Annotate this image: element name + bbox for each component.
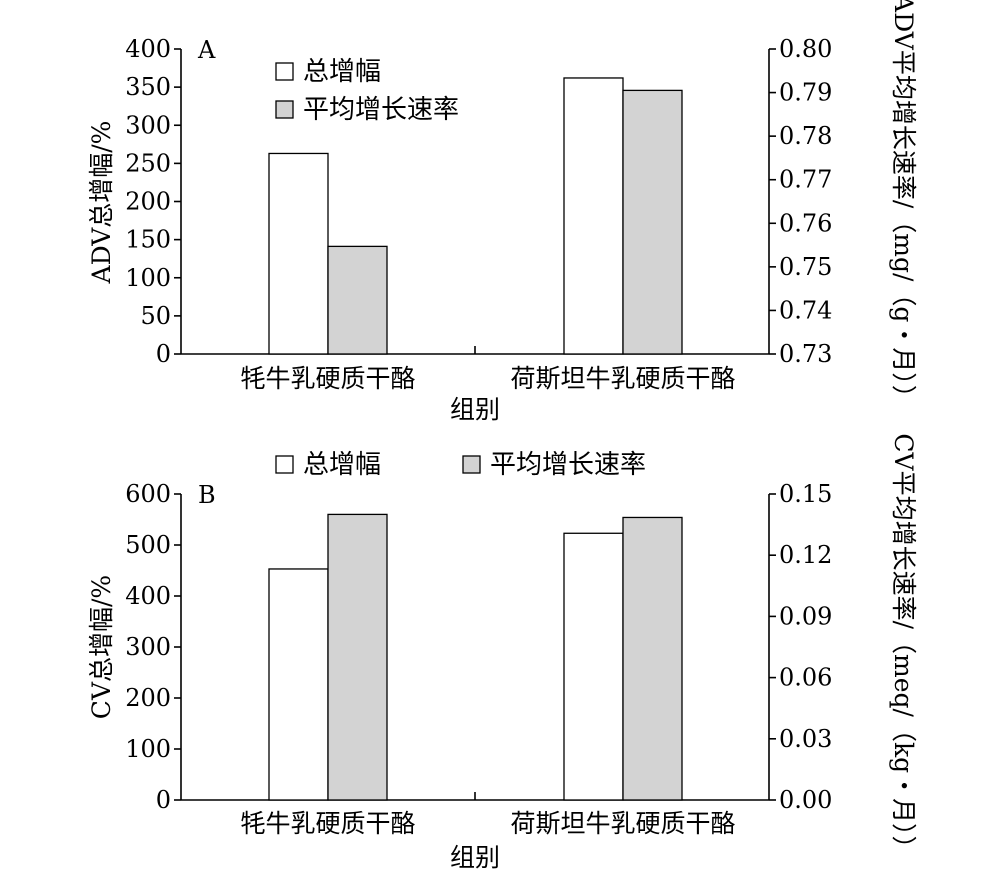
b-bar-s0-c0 (268, 568, 329, 801)
b-category-label-1: 荷斯坦牛乳硬质干酪 (510, 809, 735, 838)
a-bar-s0-c0 (268, 152, 329, 355)
a-legend-label-1: 平均增长速率 (303, 95, 459, 125)
a-left-tick-label-8: 400 (125, 35, 171, 63)
a-legend-label-0: 总增幅 (303, 57, 381, 87)
a-left-tick-label-0: 0 (156, 340, 171, 368)
b-right-tick-label-0: 0.00 (779, 786, 832, 814)
a-right-tick-label-2: 0.75 (779, 253, 832, 281)
b-legend-swatch-1 (462, 455, 481, 474)
b-x-axis-title: 组别 (450, 843, 500, 872)
b-category-label-0: 牦牛乳硬质干酪 (240, 809, 415, 838)
b-legend-swatch-0 (275, 455, 294, 474)
a-legend-swatch-1 (275, 100, 294, 119)
b-left-tick-label-3: 300 (125, 633, 171, 661)
b-left-ticks: 0 100 200 300 400 500 600 (125, 480, 181, 814)
a-bar-s0-c1 (563, 77, 624, 355)
b-y-axis-title: CV总增幅/% (87, 575, 116, 719)
b-bar-s0-c1 (563, 532, 624, 801)
b-right-tick-label-3: 0.09 (779, 602, 832, 630)
a-bar-s1-c1 (622, 89, 683, 355)
a-category-label-0: 牦牛乳硬质干酪 (240, 364, 415, 393)
a-bars (268, 77, 683, 355)
a-right-ticks: 0.73 0.74 0.75 0.76 0.77 0.78 0.79 0.80 (769, 35, 832, 368)
b-y2-axis-title: CV平均增长速率/（meq/（kg・月）） (889, 433, 918, 860)
a-category-label-1: 荷斯坦牛乳硬质干酪 (510, 364, 735, 393)
a-y2-axis-title: ADV平均增长速率/（mg/（g・月）） (889, 0, 918, 410)
b-panel-label: B (198, 481, 216, 509)
b-left-tick-label-4: 400 (125, 582, 171, 610)
a-left-tick-label-7: 350 (125, 73, 171, 101)
a-left-ticks: 0 50 100 150 200 250 300 350 400 (125, 35, 181, 368)
a-left-tick-label-6: 300 (125, 111, 171, 139)
a-left-tick-label-1: 50 (140, 302, 171, 330)
b-legend-label-0: 总增幅 (303, 450, 381, 480)
a-y-axis-title: ADV总增幅/% (87, 121, 116, 285)
b-right-tick-label-2: 0.06 (779, 664, 832, 692)
a-right-tick-label-7: 0.80 (779, 35, 832, 63)
b-left-tick-label-0: 0 (156, 786, 171, 814)
b-bar-s1-c1 (622, 516, 683, 801)
a-left-tick-label-2: 100 (125, 264, 171, 292)
a-right-tick-label-1: 0.74 (779, 296, 832, 324)
a-left-tick-label-4: 200 (125, 188, 171, 216)
b-right-tick-label-5: 0.15 (779, 480, 832, 508)
b-legend-label-1: 平均增长速率 (490, 450, 646, 480)
b-right-tick-label-1: 0.03 (779, 725, 832, 753)
a-bar-s1-c0 (327, 245, 388, 355)
a-right-tick-label-5: 0.78 (779, 122, 832, 150)
b-bar-s1-c0 (327, 513, 388, 801)
a-right-tick-label-6: 0.79 (779, 79, 832, 107)
a-right-tick-label-4: 0.77 (779, 166, 832, 194)
b-right-tick-label-4: 0.12 (779, 541, 832, 569)
a-right-tick-label-3: 0.76 (779, 209, 832, 237)
b-left-tick-label-1: 100 (125, 735, 171, 763)
a-panel-label: A (197, 36, 216, 64)
b-left-tick-label-6: 600 (125, 480, 171, 508)
b-bars (268, 513, 683, 801)
a-legend-swatch-0 (275, 62, 294, 81)
a-x-axis-title: 组别 (450, 395, 500, 424)
a-left-tick-label-5: 250 (125, 149, 171, 177)
b-left-tick-label-2: 200 (125, 684, 171, 712)
a-left-tick-label-3: 150 (125, 226, 171, 254)
a-right-tick-label-0: 0.73 (779, 340, 832, 368)
b-left-tick-label-5: 500 (125, 531, 171, 559)
b-right-ticks: 0.00 0.03 0.06 0.09 0.12 0.15 (769, 480, 832, 814)
